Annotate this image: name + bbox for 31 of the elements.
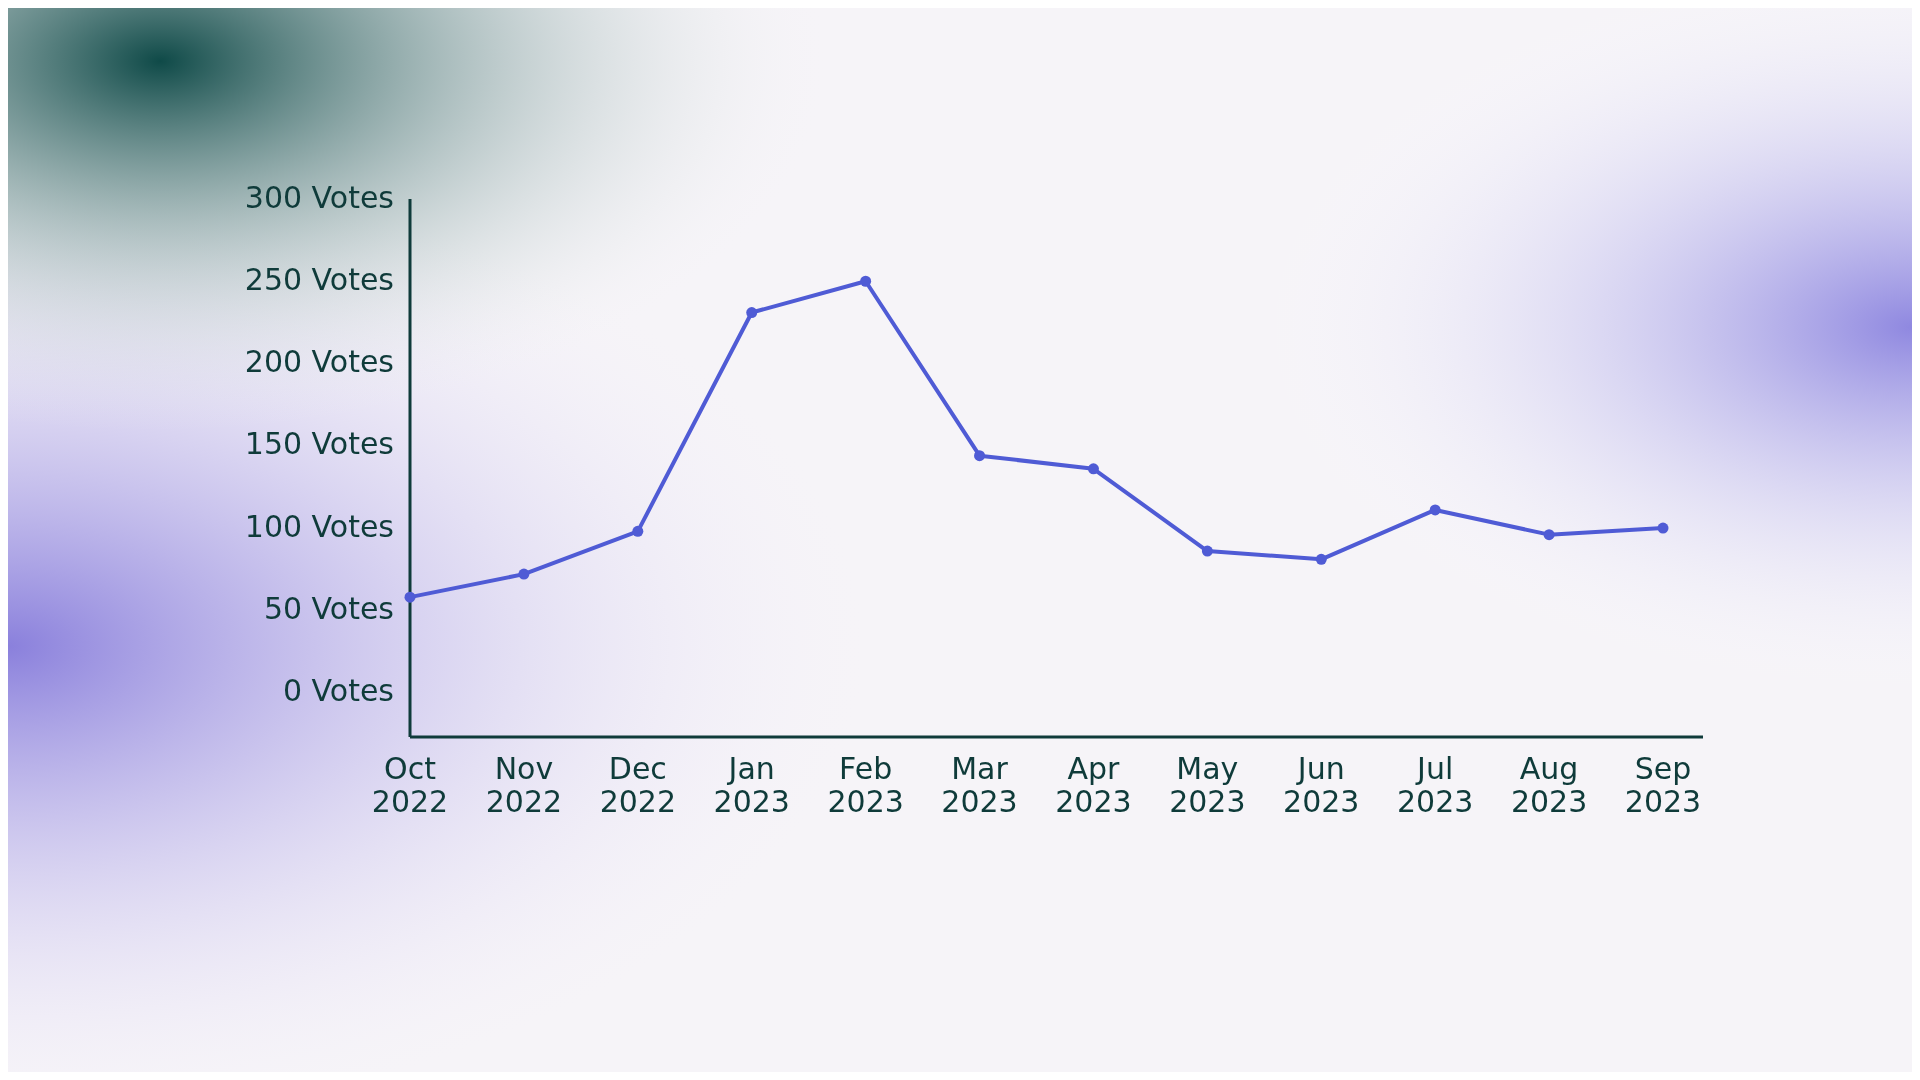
x-tick-label: Aug 2023 <box>1510 751 1588 819</box>
x-tick-label: Sep 2023 <box>1624 751 1702 819</box>
x-tick-label: Feb 2023 <box>827 751 904 819</box>
point <box>1087 463 1099 475</box>
x-tick-label: Oct 2022 <box>371 751 449 819</box>
x-tick-label: Jul 2023 <box>1397 751 1474 819</box>
x-tick-label: Jun 2023 <box>1283 751 1360 819</box>
y-tick-label: 300 Votes <box>244 179 394 215</box>
point <box>404 591 416 603</box>
point <box>1543 529 1555 541</box>
x-tick-label: May 2023 <box>1169 751 1246 819</box>
y-tick-label: 100 Votes <box>244 508 394 544</box>
x-tick-label: Jan 2023 <box>713 751 790 819</box>
y-tick-label: 50 Votes <box>263 590 394 626</box>
point <box>1429 504 1441 516</box>
y-tick-label: 150 Votes <box>244 426 394 462</box>
point <box>860 275 872 287</box>
point <box>1201 545 1213 557</box>
x-tick-label: Nov 2022 <box>485 751 563 819</box>
y-tick-label: 200 Votes <box>244 344 394 380</box>
y-tick-label: 0 Votes <box>282 673 394 709</box>
point <box>1657 522 1669 534</box>
point <box>518 568 530 580</box>
x-tick-label: Apr 2023 <box>1055 751 1132 819</box>
x-tick-label: Mar 2023 <box>941 751 1018 819</box>
point <box>974 450 986 462</box>
x-tick-label: Dec 2022 <box>599 751 676 819</box>
point <box>632 525 644 537</box>
point <box>746 307 758 319</box>
point <box>1315 553 1327 565</box>
y-tick-label: 250 Votes <box>244 261 394 297</box>
